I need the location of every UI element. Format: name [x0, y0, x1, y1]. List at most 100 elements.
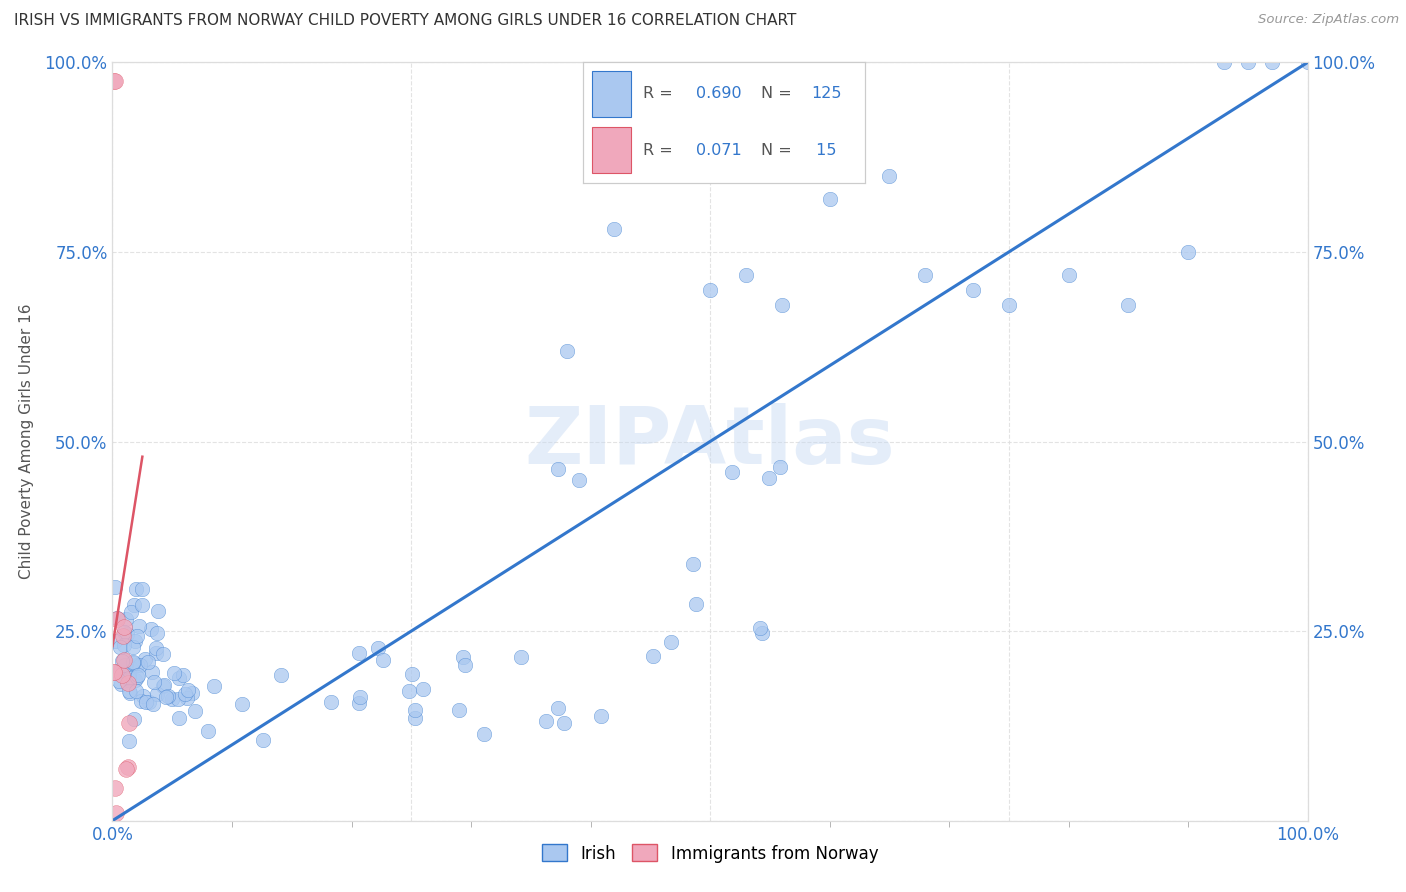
- Point: [349, 690, 371, 704]
- Point: [202, 679, 225, 693]
- Point: [735, 268, 758, 282]
- Point: [146, 625, 169, 640]
- Point: [118, 684, 141, 698]
- Point: [167, 711, 190, 725]
- Point: [176, 691, 198, 706]
- Point: [449, 703, 471, 717]
- Text: IRISH VS IMMIGRANTS FROM NORWAY CHILD POVERTY AMONG GIRLS UNDER 16 CORRELATION C: IRISH VS IMMIGRANTS FROM NORWAY CHILD PO…: [14, 13, 796, 29]
- Point: [373, 653, 395, 667]
- Point: [721, 465, 744, 479]
- Point: [125, 629, 148, 643]
- Point: [555, 343, 578, 358]
- Point: [770, 298, 793, 312]
- Point: [155, 690, 177, 705]
- Point: [114, 665, 136, 680]
- Point: [122, 656, 145, 670]
- Point: [962, 283, 984, 297]
- Point: [879, 169, 901, 184]
- Point: [1177, 244, 1199, 259]
- Point: [125, 658, 148, 673]
- Point: [110, 677, 132, 691]
- Point: [682, 558, 704, 572]
- Point: [699, 283, 721, 297]
- Point: [640, 146, 662, 161]
- Point: [112, 653, 135, 667]
- Point: [141, 665, 163, 680]
- Point: [401, 667, 423, 681]
- Point: [152, 679, 174, 693]
- Point: [104, 74, 127, 88]
- Point: [128, 657, 150, 672]
- Point: [142, 675, 165, 690]
- Point: [103, 665, 125, 680]
- Point: [818, 192, 841, 206]
- Point: [118, 671, 141, 685]
- Point: [1213, 55, 1236, 70]
- Point: [231, 697, 253, 711]
- Point: [118, 660, 141, 674]
- Point: [122, 598, 145, 612]
- Point: [145, 641, 167, 656]
- Legend: Irish, Immigrants from Norway: Irish, Immigrants from Norway: [536, 838, 884, 869]
- Point: [1118, 298, 1140, 312]
- Text: R =: R =: [643, 143, 678, 158]
- Point: [769, 460, 792, 475]
- Point: [181, 685, 204, 699]
- Point: [124, 673, 146, 687]
- Point: [115, 626, 138, 640]
- Point: [534, 714, 557, 728]
- Text: R =: R =: [643, 87, 678, 102]
- Point: [104, 780, 127, 795]
- Point: [136, 655, 159, 669]
- Text: ZIPAtlas: ZIPAtlas: [524, 402, 896, 481]
- Point: [104, 580, 127, 594]
- Point: [156, 689, 179, 703]
- Point: [139, 623, 162, 637]
- Point: [568, 473, 591, 487]
- Point: [111, 654, 134, 668]
- Point: [127, 669, 149, 683]
- Point: [118, 667, 141, 681]
- Point: [103, 74, 125, 88]
- Point: [117, 675, 139, 690]
- Point: [145, 647, 167, 661]
- Point: [998, 298, 1021, 312]
- Point: [131, 599, 153, 613]
- Point: [1296, 55, 1319, 70]
- Text: 125: 125: [811, 87, 842, 102]
- Point: [553, 715, 575, 730]
- Point: [914, 268, 936, 282]
- Point: [472, 727, 495, 741]
- Point: [177, 682, 200, 697]
- Point: [172, 668, 194, 682]
- Point: [252, 733, 274, 747]
- Point: [108, 663, 131, 677]
- Point: [114, 658, 136, 673]
- Point: [118, 734, 141, 748]
- Point: [162, 692, 184, 706]
- Text: N =: N =: [761, 87, 797, 102]
- Point: [603, 222, 626, 236]
- Point: [453, 658, 475, 673]
- Point: [131, 582, 153, 597]
- Point: [118, 716, 141, 731]
- Text: 0.071: 0.071: [696, 143, 742, 158]
- Point: [749, 621, 772, 635]
- Point: [112, 653, 135, 667]
- Point: [134, 652, 156, 666]
- Point: [112, 619, 135, 633]
- Point: [112, 629, 135, 643]
- Point: [103, 665, 125, 679]
- Point: [135, 695, 157, 709]
- Text: Source: ZipAtlas.com: Source: ZipAtlas.com: [1258, 13, 1399, 27]
- Point: [347, 696, 370, 710]
- Point: [122, 655, 145, 669]
- Point: [1057, 268, 1080, 282]
- Point: [105, 806, 128, 821]
- Point: [129, 693, 152, 707]
- Point: [124, 633, 146, 648]
- Point: [347, 647, 370, 661]
- Text: N =: N =: [761, 143, 797, 158]
- Point: [125, 684, 148, 698]
- Point: [643, 648, 665, 663]
